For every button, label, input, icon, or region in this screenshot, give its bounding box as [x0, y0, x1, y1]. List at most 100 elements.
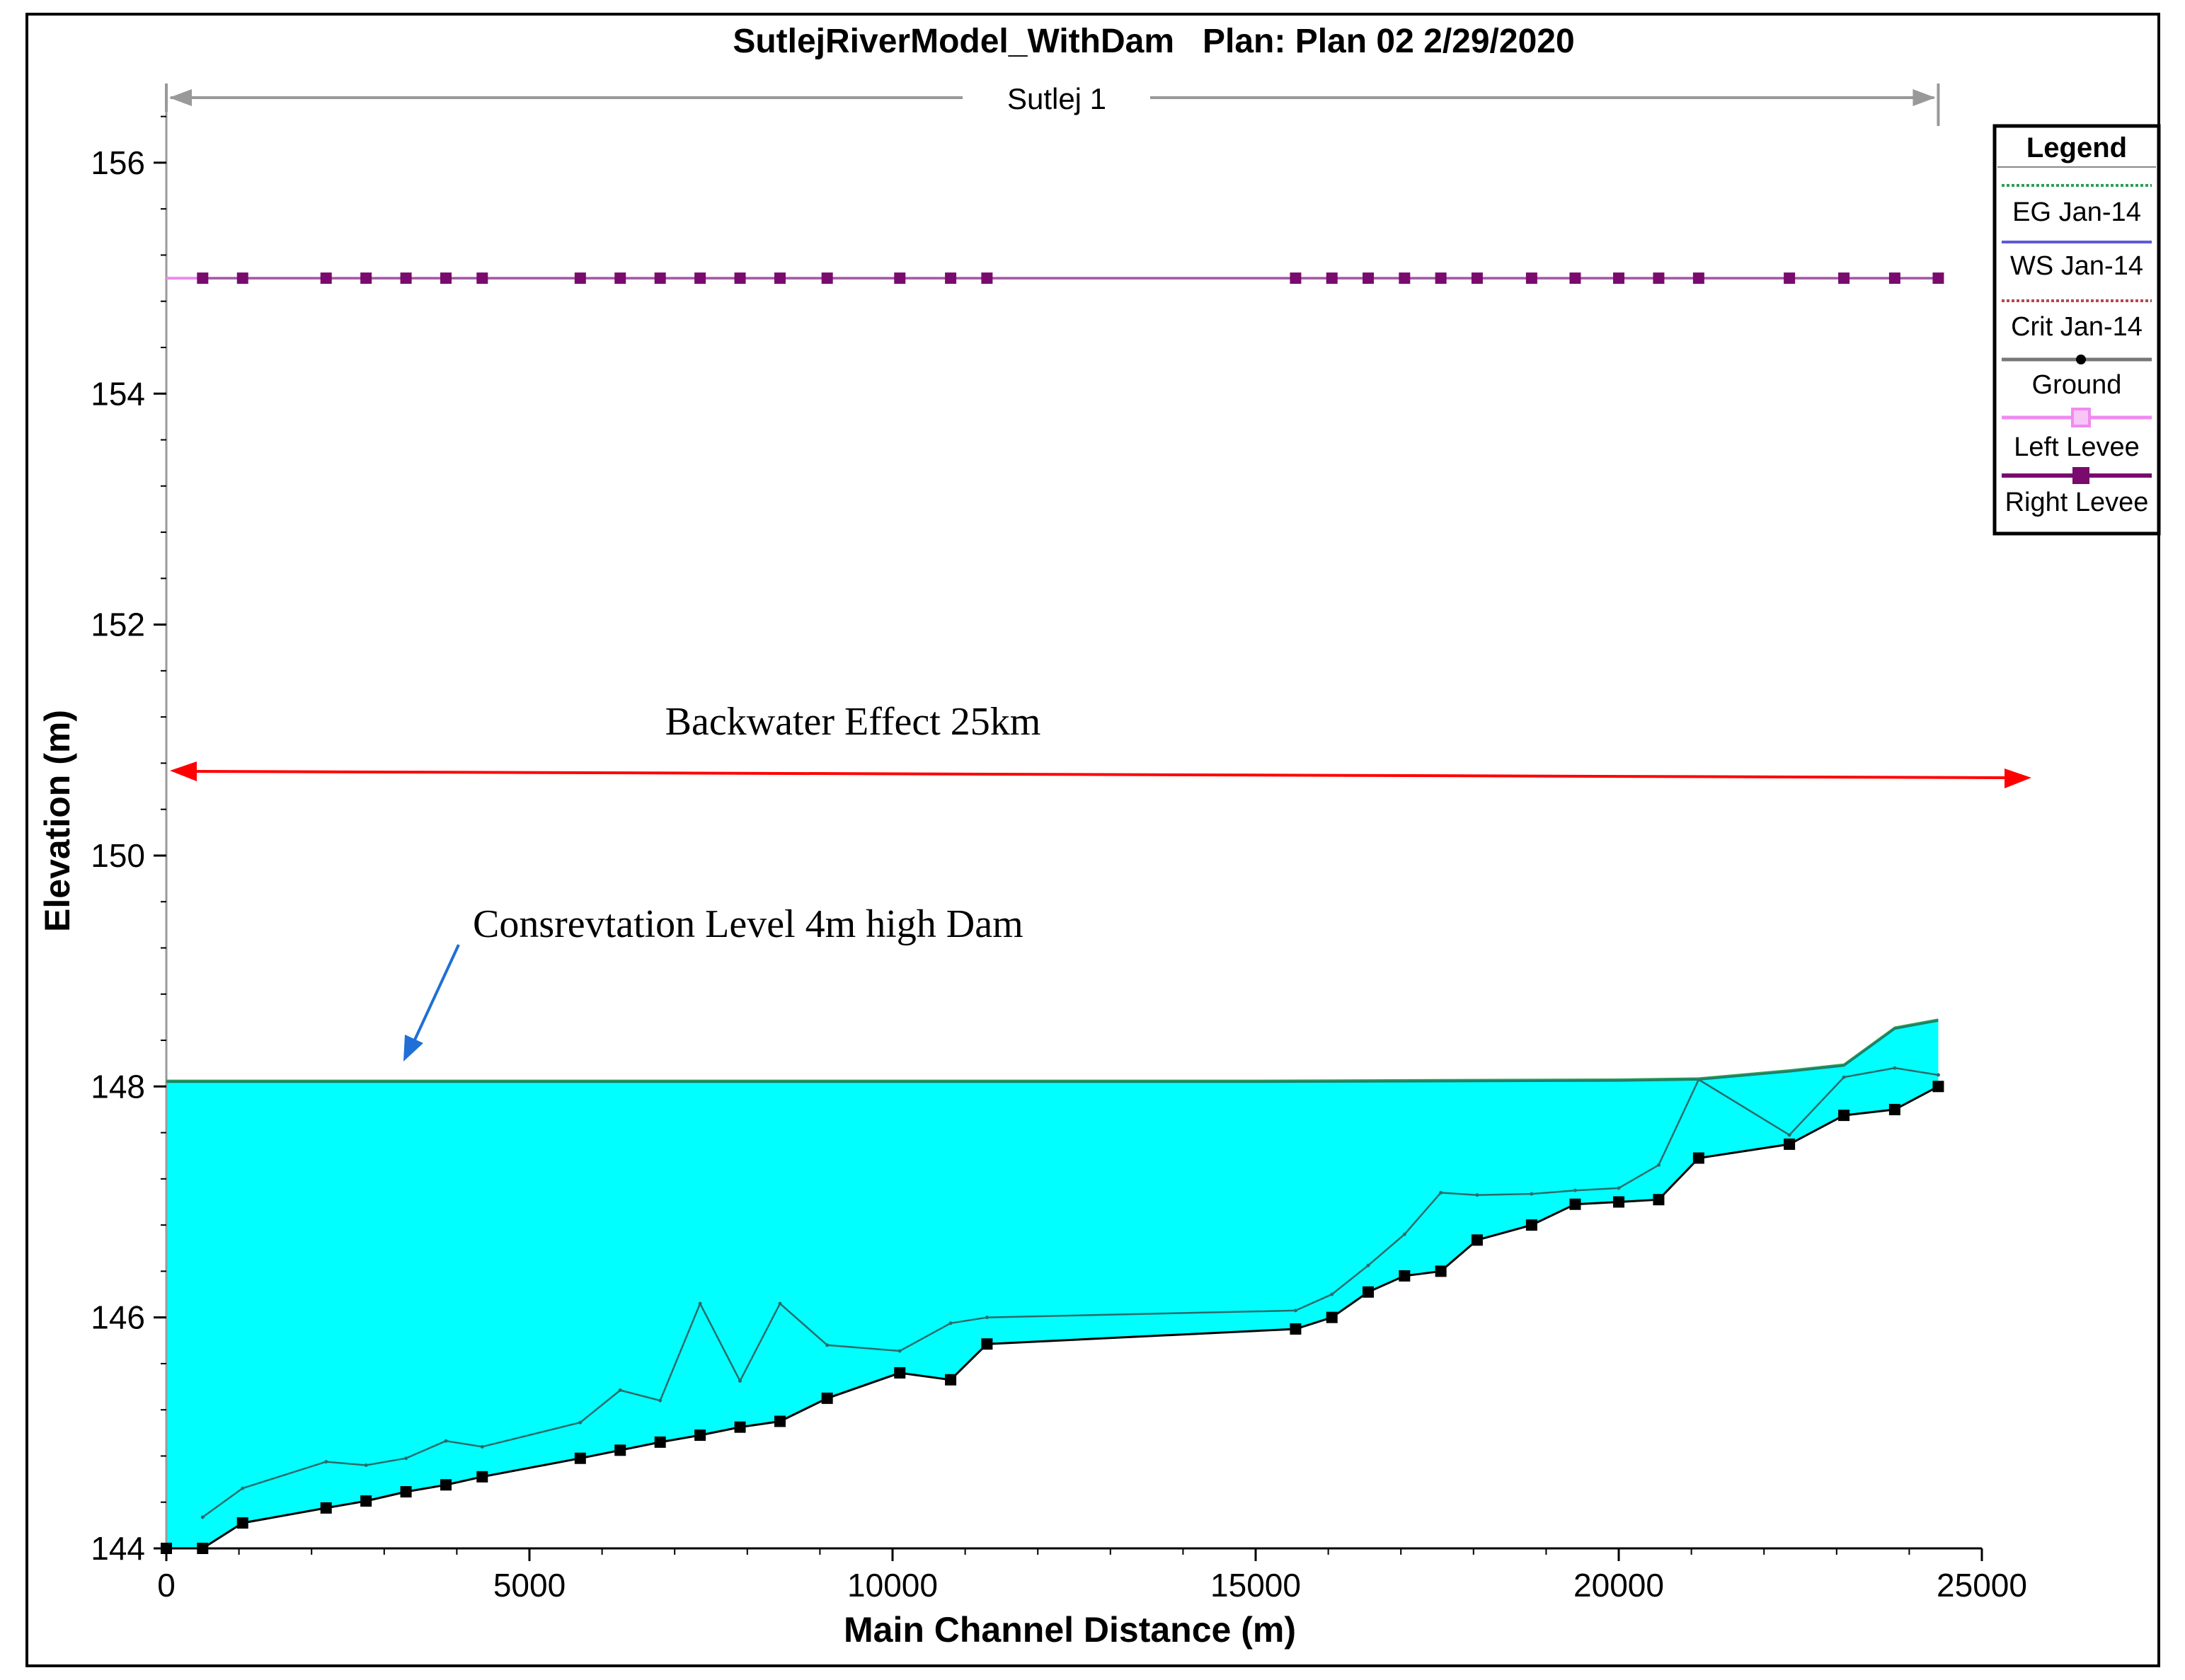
- backwater-arrowhead-right: [2005, 769, 2031, 788]
- crit-point: [1293, 1308, 1297, 1313]
- ground-point: [1569, 1198, 1581, 1210]
- x-tick-label: 0: [157, 1567, 176, 1604]
- right-levee-point: [1692, 272, 1704, 284]
- crit-point: [1842, 1075, 1846, 1079]
- crit-line: [202, 1066, 1939, 1518]
- right-levee-point: [440, 272, 452, 284]
- right-levee-point: [694, 272, 706, 284]
- right-levee-point: [1290, 272, 1302, 284]
- backwater-arrow-line: [190, 770, 2008, 779]
- reach-arrowhead-left: [169, 89, 192, 106]
- ground-point: [774, 1415, 786, 1427]
- crit-point: [1787, 1133, 1791, 1137]
- legend-entry-label: WS Jan-14: [2010, 251, 2143, 281]
- legend-entry-label: Left Levee: [2014, 432, 2139, 462]
- crit-point: [618, 1388, 622, 1392]
- legend-entry-label: Crit Jan-14: [2011, 312, 2143, 342]
- ground-point: [1653, 1194, 1665, 1206]
- right-levee-point: [1525, 272, 1537, 284]
- legend-marker-left-levee: [2071, 408, 2091, 427]
- right-levee-point: [1932, 272, 1944, 284]
- right-levee-point: [894, 272, 906, 284]
- crit-point: [738, 1379, 742, 1383]
- y-tick-label: 146: [91, 1299, 145, 1336]
- ground-point: [1932, 1081, 1944, 1093]
- legend-entry-label: Right Levee: [2005, 488, 2149, 517]
- ground-point: [894, 1367, 906, 1379]
- crit-point: [480, 1444, 484, 1449]
- right-levee-point: [236, 272, 248, 284]
- right-levee-point: [1399, 272, 1411, 284]
- right-levee-point: [1838, 272, 1850, 284]
- x-tick-label: 5000: [493, 1567, 566, 1604]
- crit-point: [948, 1321, 953, 1325]
- right-levee-point: [945, 272, 957, 284]
- right-levee-point: [774, 272, 786, 284]
- right-levee-point: [574, 272, 586, 284]
- y-axis-label: Elevation (m): [38, 710, 77, 932]
- reach-label: Sutlej 1: [1007, 82, 1106, 115]
- ws-line: [166, 1019, 1939, 1083]
- right-levee-point: [197, 272, 209, 284]
- ground-point: [1784, 1138, 1796, 1150]
- crit-point: [1936, 1073, 1940, 1077]
- y-tick-label: 148: [91, 1068, 145, 1105]
- x-tick-label: 10000: [847, 1567, 938, 1604]
- ground-point: [734, 1421, 746, 1433]
- ground-point: [1363, 1286, 1375, 1298]
- crit-point: [698, 1301, 702, 1306]
- crit-point: [1475, 1193, 1479, 1197]
- ground-point: [360, 1495, 372, 1507]
- right-levee-point: [734, 272, 746, 284]
- conservation-arrowhead: [403, 1035, 423, 1061]
- right-levee-point: [981, 272, 993, 284]
- ground-point: [654, 1436, 666, 1448]
- ground-point: [694, 1429, 706, 1442]
- ground-point: [1838, 1110, 1850, 1122]
- x-tick-label: 15000: [1210, 1567, 1301, 1604]
- crit-point: [200, 1515, 205, 1519]
- legend-box: [1992, 124, 2161, 536]
- conservation-label: Consrevtation Level 4m high Dam: [473, 902, 1023, 946]
- right-levee-point: [320, 272, 332, 284]
- right-levee-point: [1613, 272, 1624, 284]
- crit-point: [444, 1439, 448, 1443]
- crit-point: [1439, 1190, 1443, 1195]
- right-levee-point: [1363, 272, 1375, 284]
- right-levee-point: [400, 272, 412, 284]
- right-levee-point: [476, 272, 488, 284]
- ground-point: [400, 1486, 412, 1498]
- reach-arrowhead-right: [1912, 89, 1936, 106]
- right-levee-point: [654, 272, 666, 284]
- backwater-label: Backwater Effect 25km: [665, 700, 1041, 744]
- legend-marker-ground: [2076, 355, 2086, 364]
- crit-point: [1402, 1232, 1406, 1236]
- x-axis-label: Main Channel Distance (m): [844, 1610, 1296, 1650]
- ground-point: [981, 1338, 993, 1350]
- crit-point: [825, 1343, 830, 1347]
- right-levee-point: [360, 272, 372, 284]
- crit-point: [1330, 1292, 1334, 1296]
- ground-point: [476, 1471, 488, 1483]
- ground-point: [614, 1444, 626, 1456]
- ground-point: [1435, 1265, 1447, 1277]
- right-levee-point: [1326, 272, 1338, 284]
- ground-point: [1613, 1196, 1624, 1208]
- backwater-arrowhead-left: [170, 761, 197, 781]
- right-levee-point: [821, 272, 833, 284]
- right-levee-point: [1784, 272, 1796, 284]
- crit-point: [1530, 1192, 1534, 1196]
- y-tick-label: 154: [91, 375, 145, 412]
- ground-point: [440, 1479, 452, 1491]
- ground-point: [1888, 1103, 1900, 1115]
- crit-point: [578, 1420, 583, 1425]
- right-levee-point: [614, 272, 626, 284]
- chart-title: SutlejRiverModel_WithDam Plan: Plan 02 2…: [733, 23, 1574, 60]
- ground-point: [1399, 1270, 1411, 1282]
- crit-point: [241, 1486, 245, 1490]
- crit-point: [1617, 1186, 1621, 1190]
- crit-point: [1573, 1188, 1577, 1192]
- crit-point: [778, 1301, 782, 1306]
